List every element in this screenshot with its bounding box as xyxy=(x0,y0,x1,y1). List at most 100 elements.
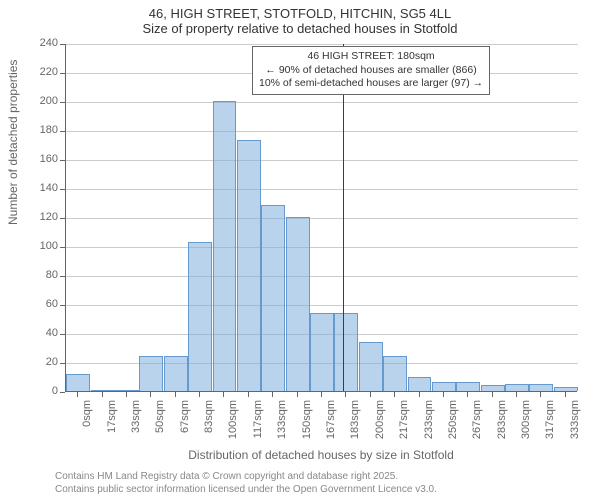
x-tick-label: 17sqm xyxy=(106,400,118,448)
y-tick-mark xyxy=(60,131,65,132)
footer-line-2: Contains public sector information licen… xyxy=(55,483,437,496)
footer-line-1: Contains HM Land Registry data © Crown c… xyxy=(55,470,437,483)
x-tick-mark xyxy=(321,392,322,397)
histogram-bar xyxy=(481,385,505,391)
x-axis-label: Distribution of detached houses by size … xyxy=(65,448,577,462)
y-tick-mark xyxy=(60,160,65,161)
grid-line xyxy=(66,131,578,132)
histogram-bar xyxy=(261,205,285,391)
x-tick-label: 317sqm xyxy=(544,400,556,448)
histogram-bar xyxy=(456,382,480,391)
x-tick-label: 300sqm xyxy=(520,400,532,448)
histogram-bar xyxy=(237,140,261,391)
title-line-1: 46, HIGH STREET, STOTFOLD, HITCHIN, SG5 … xyxy=(0,6,600,21)
y-axis-label: Number of detached properties xyxy=(6,209,20,225)
footer-attribution: Contains HM Land Registry data © Crown c… xyxy=(55,470,437,496)
y-tick-mark xyxy=(60,363,65,364)
x-tick-label: 283sqm xyxy=(496,400,508,448)
annotation-line-1: 46 HIGH STREET: 180sqm xyxy=(259,50,483,64)
x-tick-mark xyxy=(492,392,493,397)
x-tick-label: 0sqm xyxy=(81,400,93,448)
plot-area xyxy=(65,44,577,392)
x-tick-mark xyxy=(345,392,346,397)
marker-line xyxy=(343,44,344,391)
grid-line xyxy=(66,189,578,190)
y-tick-label: 180 xyxy=(28,124,58,136)
chart-container: 46, HIGH STREET, STOTFOLD, HITCHIN, SG5 … xyxy=(0,0,600,500)
y-tick-label: 200 xyxy=(28,95,58,107)
y-tick-label: 220 xyxy=(28,66,58,78)
grid-line xyxy=(66,160,578,161)
y-tick-label: 0 xyxy=(28,385,58,397)
x-tick-label: 133sqm xyxy=(276,400,288,448)
histogram-bar xyxy=(213,101,237,391)
grid-line xyxy=(66,247,578,248)
y-tick-label: 120 xyxy=(28,211,58,223)
x-tick-mark xyxy=(419,392,420,397)
y-tick-label: 20 xyxy=(28,356,58,368)
y-tick-label: 240 xyxy=(28,37,58,49)
y-tick-label: 60 xyxy=(28,298,58,310)
histogram-bar xyxy=(66,374,90,391)
x-tick-mark xyxy=(370,392,371,397)
x-tick-label: 67sqm xyxy=(179,400,191,448)
x-tick-mark xyxy=(199,392,200,397)
title-line-2: Size of property relative to detached ho… xyxy=(0,21,600,36)
x-tick-label: 250sqm xyxy=(447,400,459,448)
grid-line xyxy=(66,44,578,45)
histogram-bar xyxy=(505,384,529,391)
y-tick-label: 100 xyxy=(28,240,58,252)
histogram-bar xyxy=(359,342,383,391)
y-tick-label: 80 xyxy=(28,269,58,281)
y-tick-mark xyxy=(60,276,65,277)
y-tick-mark xyxy=(60,334,65,335)
grid-line xyxy=(66,276,578,277)
x-tick-mark xyxy=(102,392,103,397)
histogram-bar xyxy=(286,217,310,391)
x-tick-label: 167sqm xyxy=(325,400,337,448)
y-tick-label: 160 xyxy=(28,153,58,165)
x-tick-mark xyxy=(150,392,151,397)
histogram-bar xyxy=(310,313,334,391)
histogram-bar xyxy=(432,382,456,391)
x-tick-mark xyxy=(565,392,566,397)
title-block: 46, HIGH STREET, STOTFOLD, HITCHIN, SG5 … xyxy=(0,0,600,36)
histogram-bar xyxy=(188,242,212,391)
x-tick-mark xyxy=(516,392,517,397)
x-tick-label: 50sqm xyxy=(154,400,166,448)
x-tick-mark xyxy=(540,392,541,397)
annotation-box: 46 HIGH STREET: 180sqm ← 90% of detached… xyxy=(252,46,490,95)
histogram-bar xyxy=(554,387,578,391)
x-tick-mark xyxy=(77,392,78,397)
grid-line xyxy=(66,102,578,103)
x-tick-label: 217sqm xyxy=(398,400,410,448)
y-tick-mark xyxy=(60,189,65,190)
histogram-bar xyxy=(408,377,432,392)
x-tick-label: 83sqm xyxy=(203,400,215,448)
y-tick-mark xyxy=(60,73,65,74)
grid-line xyxy=(66,218,578,219)
y-tick-mark xyxy=(60,44,65,45)
histogram-bar xyxy=(115,390,139,391)
x-tick-label: 150sqm xyxy=(301,400,313,448)
x-tick-mark xyxy=(175,392,176,397)
x-tick-mark xyxy=(394,392,395,397)
x-tick-label: 267sqm xyxy=(471,400,483,448)
y-tick-mark xyxy=(60,102,65,103)
histogram-bar xyxy=(334,313,358,391)
x-tick-label: 183sqm xyxy=(349,400,361,448)
y-tick-mark xyxy=(60,247,65,248)
x-tick-label: 333sqm xyxy=(569,400,581,448)
x-tick-mark xyxy=(272,392,273,397)
y-tick-mark xyxy=(60,305,65,306)
x-tick-label: 117sqm xyxy=(252,400,264,448)
histogram-bar xyxy=(529,384,553,391)
x-tick-label: 100sqm xyxy=(227,400,239,448)
x-tick-mark xyxy=(443,392,444,397)
histogram-bar xyxy=(164,356,188,391)
x-tick-label: 33sqm xyxy=(130,400,142,448)
histogram-bar xyxy=(383,356,407,391)
y-tick-label: 40 xyxy=(28,327,58,339)
y-tick-mark xyxy=(60,392,65,393)
x-tick-mark xyxy=(126,392,127,397)
